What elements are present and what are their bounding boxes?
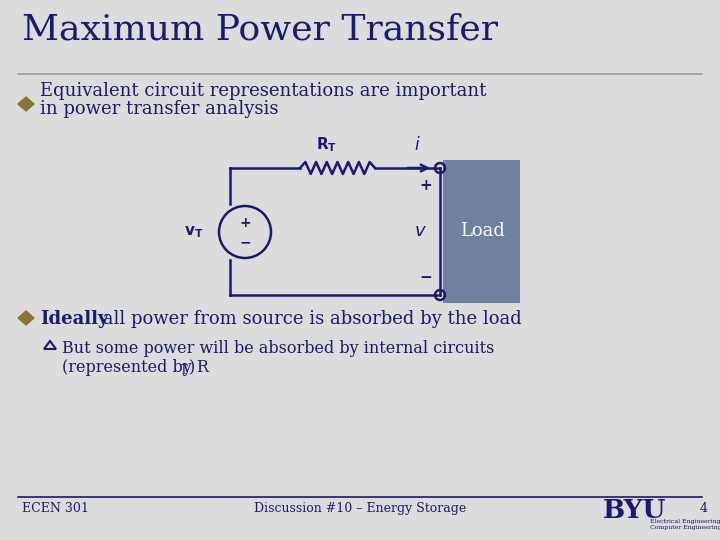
Text: Electrical Engineering
Computer Engineering: Electrical Engineering Computer Engineer… <box>650 519 720 530</box>
Text: T: T <box>180 364 188 377</box>
Text: −: − <box>420 270 433 285</box>
Text: But some power will be absorbed by internal circuits: But some power will be absorbed by inter… <box>62 340 495 357</box>
Text: $\mathbf{v_T}$: $\mathbf{v_T}$ <box>184 224 203 240</box>
Polygon shape <box>18 97 34 111</box>
Text: −: − <box>239 235 251 249</box>
Text: ): ) <box>189 359 195 376</box>
Text: $\mathbf{R_T}$: $\mathbf{R_T}$ <box>316 136 338 154</box>
Text: Load: Load <box>459 222 505 240</box>
Text: BYU: BYU <box>603 498 667 523</box>
Text: in power transfer analysis: in power transfer analysis <box>40 100 279 118</box>
Bar <box>443 160 520 303</box>
Text: +: + <box>239 216 251 230</box>
Text: Ideally: Ideally <box>40 310 109 328</box>
Text: all power from source is absorbed by the load: all power from source is absorbed by the… <box>97 310 522 328</box>
Text: (represented by R: (represented by R <box>62 359 209 376</box>
Text: Maximum Power Transfer: Maximum Power Transfer <box>22 12 498 46</box>
Text: Equivalent circuit representations are important: Equivalent circuit representations are i… <box>40 82 487 100</box>
Text: $i$: $i$ <box>414 136 420 154</box>
Text: ECEN 301: ECEN 301 <box>22 502 89 515</box>
Text: Discussion #10 – Energy Storage: Discussion #10 – Energy Storage <box>254 502 466 515</box>
Polygon shape <box>18 311 34 325</box>
Text: +: + <box>420 178 433 193</box>
Text: $v$: $v$ <box>413 222 426 240</box>
Text: 4: 4 <box>700 502 708 515</box>
